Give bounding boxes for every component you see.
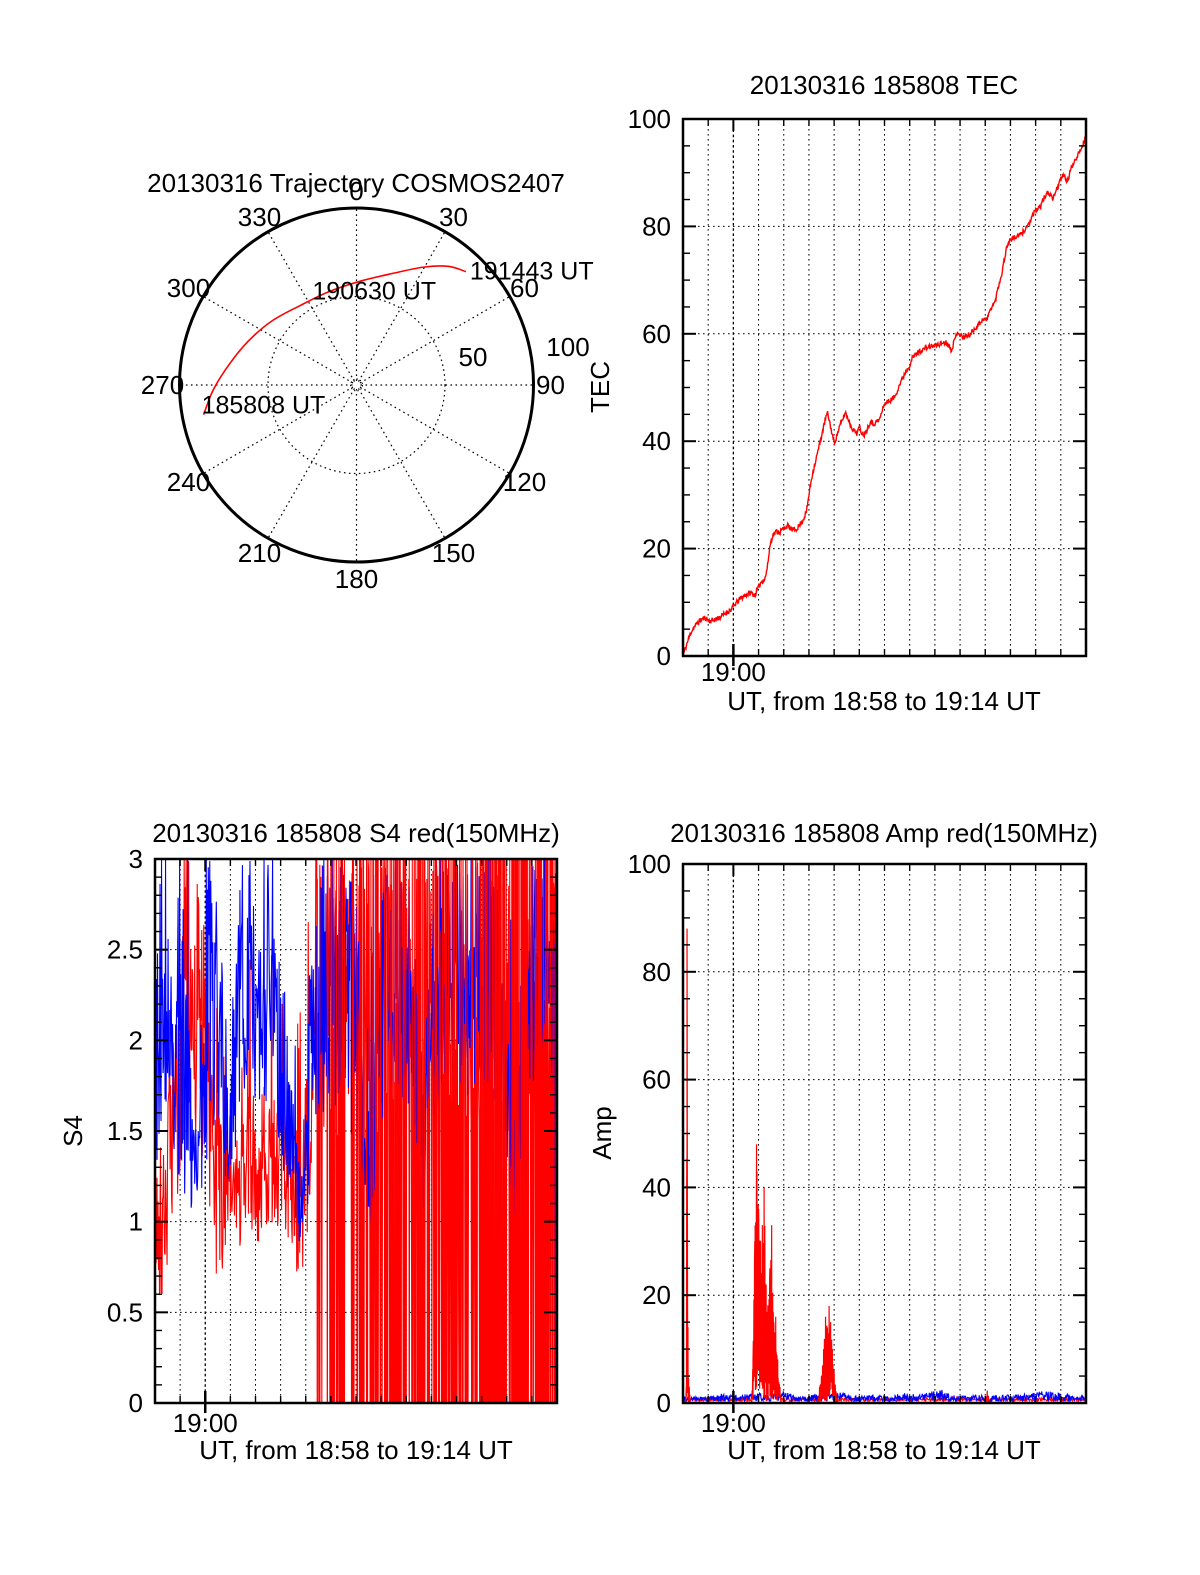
amp-ytick-60: 60	[642, 1065, 671, 1095]
s4-axes-frame	[153, 857, 559, 1413]
annotation-end-time: 191443 UT	[470, 258, 594, 286]
s4-ytick-1: 1	[129, 1207, 143, 1237]
tec-ytick-100: 100	[628, 104, 671, 134]
amp-axes-frame	[681, 862, 1088, 1413]
tec-y-axis-label: TEC	[585, 361, 615, 413]
tec-series	[684, 136, 1085, 655]
radial-tick-label-100: 100	[546, 332, 589, 362]
s4-panel: 20130316 185808 S4 red(150MHz) S4 UT, fr…	[58, 818, 560, 1465]
azimuth-label-270: 270	[141, 370, 184, 400]
amp-y-tick-labels: 0 20 40 60 80 100	[628, 849, 671, 1418]
tec-line	[684, 136, 1085, 655]
s4-title: 20130316 185808 S4 red(150MHz)	[152, 818, 560, 848]
azimuth-labels: 0 30 60 90 120 150 180 210 240 270 300 330	[141, 176, 565, 594]
s4-ytick-3: 3	[129, 844, 143, 874]
amp-spikes-150mhz	[684, 928, 991, 1402]
trajectory-panel: 20130316 Trajectory COSMOS2407 0 30 60 90 12…	[141, 168, 594, 594]
trajectory-line	[202, 265, 467, 415]
annotation-mid-time: 190630 UT	[312, 277, 436, 305]
amp-ytick-40: 40	[642, 1172, 671, 1202]
s4-ytick-0: 0	[129, 1388, 143, 1418]
azimuth-label-120: 120	[503, 467, 546, 497]
tec-panel: 20130316 185808 TEC TEC UT, from 18:58 t…	[585, 70, 1088, 716]
s4-ytick-2: 2	[129, 1025, 143, 1055]
azimuth-label-180: 180	[335, 564, 378, 594]
azimuth-label-240: 240	[167, 467, 210, 497]
azimuth-label-0: 0	[349, 176, 363, 206]
s4-y-tick-labels: 0 0.5 1 1.5 2 2.5 3	[107, 844, 143, 1418]
tec-ytick-0: 0	[657, 641, 671, 671]
amp-grid	[683, 864, 1086, 1403]
amp-ytick-80: 80	[642, 957, 671, 987]
azimuth-label-210: 210	[238, 538, 281, 568]
tec-ytick-40: 40	[642, 426, 671, 456]
amp-ytick-20: 20	[642, 1280, 671, 1310]
azimuth-label-300: 300	[167, 273, 210, 303]
azimuth-label-90: 90	[536, 370, 565, 400]
azimuth-label-30: 30	[439, 202, 468, 232]
amp-title: 20130316 185808 Amp red(150MHz)	[670, 818, 1098, 848]
s4-series	[156, 860, 556, 1402]
annotation-start-time: 185808 UT	[202, 392, 326, 420]
amp-panel: 20130316 185808 Amp red(150MHz) Amp UT, …	[587, 818, 1098, 1465]
s4-x-axis-label: UT, from 18:58 to 19:14 UT	[199, 1435, 513, 1465]
s4-ytick-2.5: 2.5	[107, 935, 143, 965]
s4-ytick-1.5: 1.5	[107, 1116, 143, 1146]
amp-x-axis-label: UT, from 18:58 to 19:14 UT	[727, 1435, 1041, 1465]
azimuth-label-330: 330	[238, 202, 281, 232]
amp-ytick-100: 100	[628, 849, 671, 879]
radial-tick-label-50: 50	[459, 342, 488, 372]
amp-ytick-0: 0	[657, 1388, 671, 1418]
azimuth-label-60: 60	[510, 273, 539, 303]
s4-ytick-0.5: 0.5	[107, 1297, 143, 1327]
tec-title: 20130316 185808 TEC	[750, 70, 1018, 100]
tec-ytick-20: 20	[642, 534, 671, 564]
azimuth-label-150: 150	[432, 538, 475, 568]
s4-y-axis-label: S4	[58, 1115, 88, 1147]
tec-y-tick-labels: 0 20 40 60 80 100	[628, 104, 671, 671]
tec-ytick-60: 60	[642, 319, 671, 349]
s4-dropout-lines	[316, 860, 556, 1402]
tec-x-axis-label: UT, from 18:58 to 19:14 UT	[727, 686, 1041, 716]
trajectory-title: 20130316 Trajectory COSMOS2407	[147, 168, 565, 198]
tec-ytick-80: 80	[642, 211, 671, 241]
polar-grid	[178, 206, 535, 564]
amp-y-axis-label: Amp	[587, 1106, 617, 1159]
tec-axes-frame	[681, 117, 1088, 666]
tec-grid	[683, 119, 1086, 656]
